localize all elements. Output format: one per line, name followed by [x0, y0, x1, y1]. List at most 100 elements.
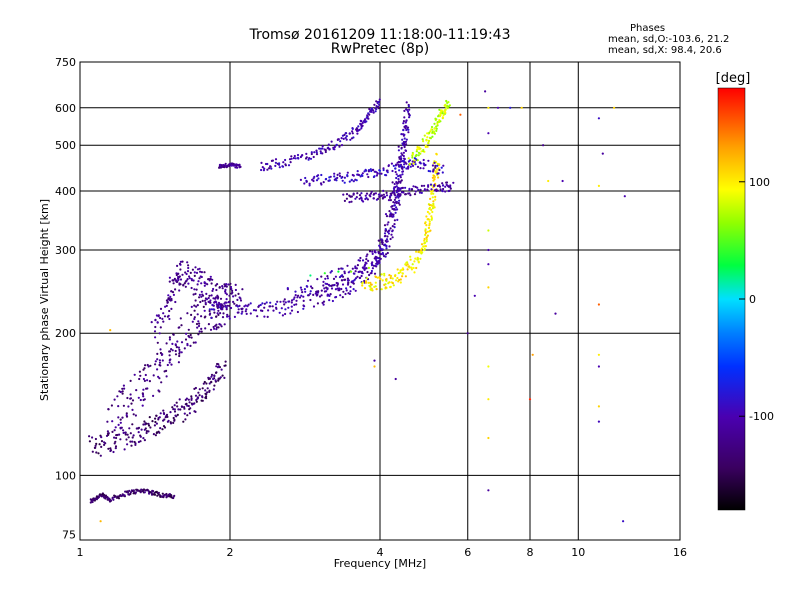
echo-point [400, 268, 404, 271]
echo-point [300, 294, 303, 297]
echo-point [394, 185, 397, 189]
echo-point [430, 215, 433, 218]
echo-point [170, 290, 173, 293]
echo-point [404, 186, 407, 189]
echo-point [203, 380, 206, 384]
echo-point [249, 302, 252, 305]
echo-point [426, 189, 429, 192]
echo-point [374, 192, 377, 195]
echo-point [428, 203, 431, 207]
echo-point [310, 151, 313, 154]
echo-point [281, 314, 284, 317]
echo-point [150, 321, 153, 324]
echo-point [398, 189, 401, 192]
chart-title: Tromsø 20161209 11:18:00-11:19:43 [249, 27, 511, 43]
echo-point [194, 341, 197, 344]
echo-point [370, 190, 373, 193]
colorbar-tick-label: 0 [749, 293, 756, 306]
echo-point [212, 377, 215, 381]
echo-point [365, 169, 368, 172]
echo-point [597, 365, 601, 368]
echo-point [429, 229, 432, 232]
echo-point [194, 299, 197, 302]
echo-point [177, 275, 180, 278]
echo-point [189, 407, 192, 410]
echo-point [341, 296, 344, 299]
echo-point [125, 438, 128, 441]
echo-point [338, 289, 341, 292]
echo-point [361, 172, 364, 175]
echo-point [195, 288, 198, 291]
echo-point [404, 140, 408, 143]
echo-point [396, 218, 399, 221]
echo-point [226, 304, 229, 307]
echo-point [399, 281, 402, 284]
echo-point [266, 168, 269, 171]
echo-point [407, 157, 410, 160]
echo-point [129, 432, 132, 435]
echo-point [168, 317, 171, 321]
echo-point [430, 218, 433, 221]
echo-point [423, 249, 426, 252]
echo-point [217, 296, 220, 299]
echo-point [119, 421, 122, 424]
echo-point [324, 149, 327, 152]
echo-point [199, 270, 202, 273]
echo-point [613, 106, 616, 109]
echo-point [134, 414, 137, 417]
echo-point [381, 241, 384, 244]
echo-point [377, 239, 380, 242]
echo-point [447, 185, 450, 188]
echo-point [208, 382, 211, 385]
echo-point [365, 258, 368, 261]
echo-point [337, 138, 340, 141]
echo-point [385, 238, 389, 241]
echo-point [200, 315, 203, 318]
echo-point [422, 140, 425, 143]
echo-point [399, 194, 402, 197]
echo-point [147, 424, 151, 427]
echo-point [219, 312, 222, 315]
echo-point [220, 325, 223, 328]
echo-point [356, 192, 359, 195]
echo-point [445, 181, 448, 184]
echo-point [335, 143, 338, 146]
echo-point [147, 365, 150, 368]
echo-point [117, 416, 120, 419]
echo-point [597, 420, 601, 423]
echo-point [433, 176, 436, 179]
echo-point [288, 300, 291, 303]
echo-point [138, 377, 141, 381]
echo-point [597, 184, 601, 187]
echo-point [192, 293, 195, 296]
echo-point [375, 288, 378, 291]
echo-point [259, 303, 262, 307]
echo-point [345, 287, 348, 290]
echo-point [212, 287, 215, 291]
echo-point [431, 164, 434, 167]
echo-point [438, 120, 441, 123]
echo-point [244, 310, 247, 313]
echo-point [426, 145, 429, 148]
echo-point [381, 251, 384, 255]
echo-point [373, 103, 376, 106]
echo-point [276, 300, 279, 303]
echo-point [176, 405, 179, 408]
echo-point [405, 101, 408, 104]
echo-point [158, 431, 161, 434]
echo-point [168, 354, 171, 357]
echo-point [420, 243, 424, 246]
echo-point [220, 368, 223, 371]
echo-point [154, 417, 157, 420]
echo-point [393, 226, 396, 229]
echo-point [392, 215, 395, 218]
echo-point [332, 147, 335, 151]
echo-point [308, 182, 311, 185]
echo-point [177, 361, 180, 364]
echo-point [362, 267, 365, 270]
echo-point [343, 272, 346, 275]
echo-point [221, 374, 224, 377]
echo-point [119, 390, 122, 394]
echo-point [283, 303, 286, 306]
echo-point [228, 315, 231, 318]
